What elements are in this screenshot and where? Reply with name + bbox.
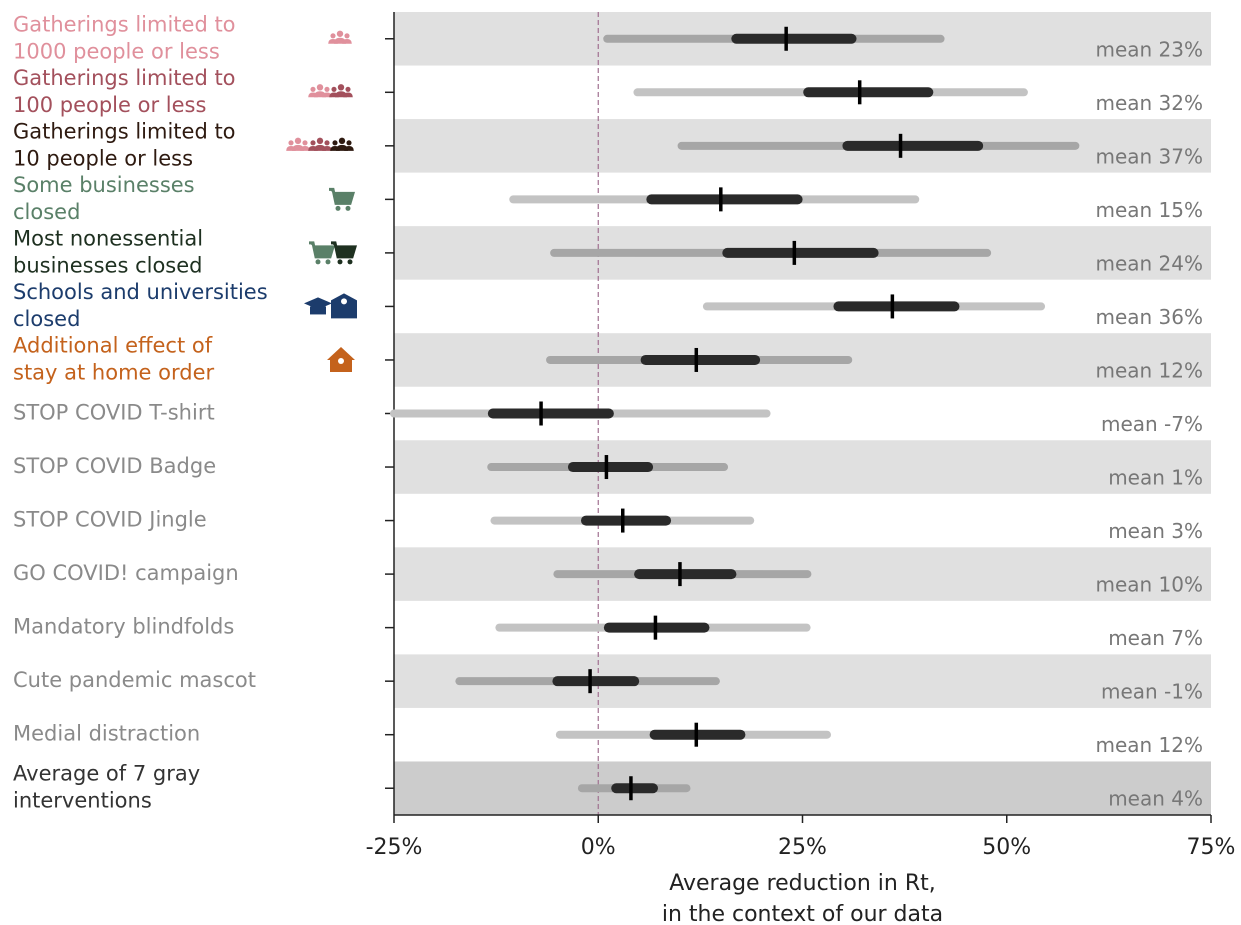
- row-label: closed: [13, 307, 80, 331]
- icon-part: [294, 137, 302, 145]
- icon-part: [325, 259, 331, 265]
- icon: [327, 346, 355, 372]
- icon-part: [338, 357, 344, 364]
- icon-part: [316, 84, 324, 91]
- icon-part: [315, 259, 321, 265]
- row-label: Schools and universities: [13, 280, 268, 304]
- icon-part: [302, 140, 308, 146]
- mean-label: mean 37%: [1095, 144, 1203, 168]
- row-label: Gatherings limited to: [13, 12, 236, 36]
- row-label: Some businesses: [13, 173, 195, 197]
- icon-part: [337, 259, 343, 265]
- icon: [308, 84, 353, 98]
- icon-part: [335, 91, 347, 98]
- row-label: Most nonessential: [13, 226, 203, 250]
- icon-part: [336, 30, 344, 37]
- icon-part: [310, 86, 316, 92]
- icon: [309, 241, 358, 265]
- mean-label: mean 15%: [1095, 198, 1203, 222]
- row-label: Gatherings limited to: [13, 119, 236, 143]
- icon: [329, 187, 356, 211]
- mean-label: mean 36%: [1095, 305, 1203, 329]
- row-label: Medial distraction: [13, 722, 200, 746]
- row-label: Additional effect of: [13, 333, 213, 357]
- mean-label: mean -7%: [1101, 412, 1203, 436]
- row-label: Gatherings limited to: [13, 66, 236, 90]
- icon-part: [288, 140, 294, 146]
- mean-label: mean 7%: [1108, 626, 1203, 650]
- icon-part: [346, 140, 352, 146]
- icon-part: [331, 241, 358, 259]
- icon-part: [314, 91, 326, 98]
- icon-part: [347, 259, 353, 265]
- icon-part: [324, 140, 330, 146]
- row-label: 100 people or less: [13, 93, 206, 117]
- mean-label: mean 4%: [1108, 787, 1203, 811]
- x-axis-label: Average reduction in Rt,: [669, 871, 936, 896]
- row-label: 10 people or less: [13, 146, 193, 170]
- mean-label: mean 23%: [1095, 37, 1203, 61]
- x-axis-label: in the context of our data: [662, 902, 943, 925]
- icon-part: [331, 86, 337, 92]
- row-label: Mandatory blindfolds: [13, 615, 234, 639]
- x-tick-label: 50%: [982, 835, 1031, 860]
- mean-label: mean 1%: [1108, 466, 1203, 490]
- row-label: stay at home order: [13, 360, 214, 384]
- row-label: GO COVID! campaign: [13, 561, 239, 585]
- icon-part: [341, 298, 347, 305]
- icon-part: [331, 293, 357, 319]
- icon-part: [332, 140, 338, 146]
- row-label: Average of 7 gray: [13, 762, 200, 786]
- x-tick-label: 75%: [1187, 835, 1236, 860]
- icon-part: [338, 137, 346, 145]
- mean-label: mean 10%: [1095, 573, 1203, 597]
- icon-part: [324, 86, 330, 92]
- x-tick-label: -25%: [366, 835, 423, 860]
- icon: [328, 30, 352, 44]
- mean-label: mean 12%: [1095, 358, 1203, 382]
- icon-part: [335, 205, 341, 211]
- icon-part: [336, 144, 348, 151]
- icon-part: [345, 86, 351, 92]
- icon-part: [314, 144, 326, 151]
- row-label: interventions: [13, 789, 152, 813]
- icon-part: [310, 140, 316, 146]
- mean-label: mean 3%: [1108, 519, 1203, 543]
- icon-part: [292, 144, 304, 151]
- mean-label: mean 32%: [1095, 91, 1203, 115]
- x-tick-label: 0%: [581, 835, 616, 860]
- icon-part: [344, 33, 350, 39]
- row-band: [394, 761, 1211, 815]
- mean-label: mean 12%: [1095, 733, 1203, 757]
- icon-part: [310, 306, 326, 315]
- icon: [304, 293, 357, 319]
- icon-part: [309, 241, 336, 259]
- row-label: businesses closed: [13, 253, 202, 277]
- icon-part: [337, 84, 345, 91]
- x-tick-label: 25%: [778, 835, 827, 860]
- row-label: closed: [13, 200, 80, 224]
- icon-part: [345, 205, 351, 211]
- row-label: STOP COVID T-shirt: [13, 401, 215, 425]
- row-label: STOP COVID Jingle: [13, 508, 207, 532]
- mean-label: mean -1%: [1101, 680, 1203, 704]
- icon-part: [316, 137, 324, 145]
- icon-part: [329, 187, 356, 205]
- icon-part: [334, 37, 346, 44]
- icon-part: [330, 33, 336, 39]
- icon: [286, 137, 354, 151]
- mean-label: mean 24%: [1095, 251, 1203, 275]
- row-label: Cute pandemic mascot: [13, 668, 256, 692]
- row-label: 1000 people or less: [13, 39, 220, 63]
- row-label: STOP COVID Badge: [13, 454, 216, 478]
